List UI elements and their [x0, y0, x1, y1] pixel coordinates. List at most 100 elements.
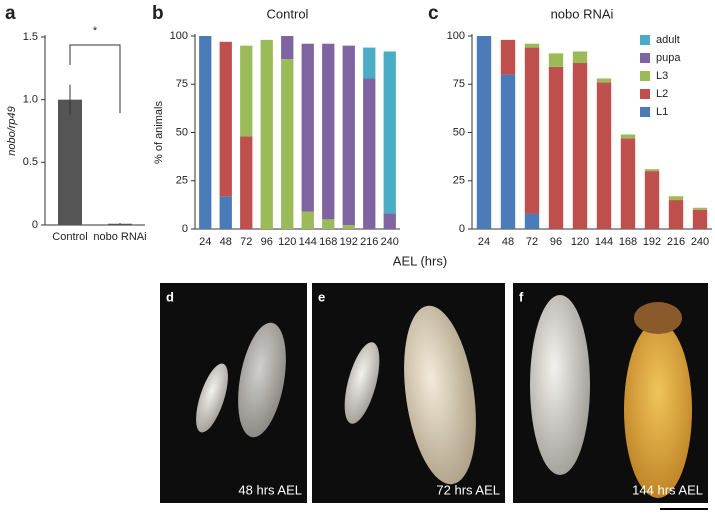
- bar-segment: [620, 134, 636, 139]
- photo-caption: 144 hrs AEL: [632, 482, 703, 497]
- photo-caption: 48 hrs AEL: [238, 482, 302, 497]
- bar-segment: [383, 51, 396, 214]
- larva: [196, 363, 228, 433]
- y-tick-label: 25: [453, 175, 465, 187]
- x-tick-label: 168: [319, 236, 337, 248]
- bar-segment: [240, 136, 253, 229]
- bar-segment: [281, 59, 294, 229]
- x-tick-label: 216: [360, 236, 378, 248]
- bar-segment: [692, 207, 708, 210]
- bar-segment: [260, 39, 273, 229]
- x-tick-label: 240: [381, 236, 399, 248]
- bar-segment: [199, 36, 212, 229]
- bar-segment: [596, 78, 612, 83]
- x-tick-label: 96: [550, 236, 562, 248]
- x-tick-label: 168: [619, 236, 637, 248]
- bar-segment: [644, 171, 660, 229]
- bar-segment: [620, 138, 636, 229]
- photo-d: [160, 283, 307, 503]
- bar-segment: [301, 211, 314, 229]
- x-tick-label: 48: [502, 236, 514, 248]
- x-tick-label: nobo RNAi: [93, 231, 146, 243]
- x-tick-label: 144: [299, 236, 317, 248]
- pupa-head: [634, 302, 682, 334]
- y-axis-label: nobo/rp49: [6, 106, 18, 156]
- pupa: [624, 322, 692, 498]
- bar-segment: [240, 45, 253, 137]
- bar-segment: [524, 43, 540, 48]
- legend-label: adult: [656, 34, 680, 46]
- bar-segment: [668, 200, 684, 229]
- legend-swatch: [640, 71, 650, 81]
- bar-segment: [572, 63, 588, 229]
- x-tick-label: 120: [571, 236, 589, 248]
- larva: [238, 322, 286, 438]
- bar-segment: [476, 36, 492, 229]
- y-tick-label: 50: [453, 126, 465, 138]
- chart-title: nobo RNAi: [551, 6, 614, 21]
- legend-swatch: [640, 53, 650, 63]
- bar-segment: [363, 47, 376, 79]
- y-tick-label: 50: [176, 126, 188, 138]
- legend-label: L1: [656, 106, 668, 118]
- panel-label: e: [318, 289, 325, 304]
- bar-segment: [301, 43, 314, 212]
- y-tick-label: 25: [176, 175, 188, 187]
- significance-star: *: [93, 25, 98, 37]
- x-tick-label: 120: [278, 236, 296, 248]
- bar-segment: [572, 51, 588, 64]
- bar-segment: [363, 78, 376, 230]
- legend-swatch: [640, 35, 650, 45]
- x-tick-label: 240: [691, 236, 709, 248]
- x-tick-label: 48: [220, 236, 232, 248]
- bar-segment: [500, 39, 516, 75]
- bar-segment: [596, 82, 612, 229]
- chart-title: Control: [267, 6, 309, 21]
- bar-segment: [668, 196, 684, 201]
- bar-segment: [219, 41, 232, 197]
- bar-segment: [281, 36, 294, 60]
- y-tick-label: 75: [453, 78, 465, 90]
- bar-segment: [644, 169, 660, 172]
- y-tick-label: 0: [182, 223, 188, 235]
- legend-swatch: [640, 89, 650, 99]
- legend-label: pupa: [656, 52, 681, 64]
- y-tick-label: 1.5: [23, 31, 38, 43]
- panel-label: a: [5, 3, 16, 24]
- panel-label: b: [152, 3, 164, 24]
- panel-label: c: [428, 3, 439, 24]
- y-axis-label: % of animals: [153, 101, 165, 164]
- y-tick-label: 100: [170, 30, 188, 42]
- bar: [58, 99, 82, 225]
- legend-label: L2: [656, 88, 668, 100]
- bar-segment: [524, 47, 540, 214]
- x-tick-label: 192: [643, 236, 661, 248]
- bar-segment: [548, 53, 564, 67]
- x-tick-label: 192: [340, 236, 358, 248]
- larva: [530, 295, 590, 475]
- y-tick-label: 0: [32, 219, 38, 231]
- x-tick-label: 216: [667, 236, 685, 248]
- y-tick-label: 0: [459, 223, 465, 235]
- y-tick-label: 0.5: [23, 156, 38, 168]
- bar-segment: [500, 74, 516, 229]
- bar-segment: [322, 43, 335, 220]
- photo-panels: [160, 283, 708, 510]
- legend-swatch: [640, 107, 650, 117]
- x-tick-label: 72: [526, 236, 538, 248]
- bar-segment: [219, 196, 232, 229]
- panel-label: d: [166, 289, 174, 304]
- bar-segment: [692, 209, 708, 229]
- legend-label: L3: [656, 70, 668, 82]
- x-axis-label: AEL (hrs): [393, 253, 447, 268]
- y-tick-label: 1.0: [23, 94, 38, 106]
- bar-segment: [322, 219, 335, 229]
- bar-segment: [548, 66, 564, 229]
- x-tick-label: 24: [478, 236, 490, 248]
- bar-segment: [383, 213, 396, 229]
- x-tick-label: 96: [261, 236, 273, 248]
- x-tick-label: 24: [199, 236, 211, 248]
- y-tick-label: 100: [447, 30, 465, 42]
- x-tick-label: 144: [595, 236, 613, 248]
